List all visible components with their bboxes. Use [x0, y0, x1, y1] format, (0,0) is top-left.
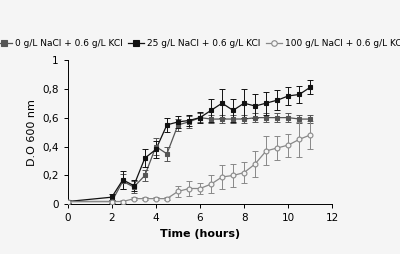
Legend: 0 g/L NaCl + 0.6 g/L KCl, 25 g/L NaCl + 0.6 g/L KCl, 100 g/L NaCl + 0.6 g/L KCl: 0 g/L NaCl + 0.6 g/L KCl, 25 g/L NaCl + … — [0, 35, 400, 52]
X-axis label: Time (hours): Time (hours) — [160, 229, 240, 239]
Y-axis label: D.O 600 nm: D.O 600 nm — [26, 99, 36, 166]
